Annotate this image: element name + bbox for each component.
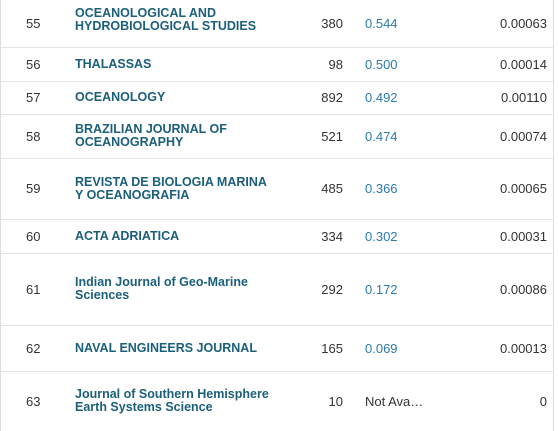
- score-cell: 0.366: [365, 181, 398, 196]
- title-cell: OCEANOLOGICAL AND HYDROBIOLOGICAL STUDIE…: [73, 0, 283, 47]
- journal-title-link[interactable]: THALASSAS: [75, 56, 152, 71]
- score-cell: 0.544: [365, 15, 398, 31]
- total-cites-cell: 165: [321, 340, 343, 356]
- title-cell: NAVAL ENGINEERS JOURNAL: [73, 325, 283, 371]
- rank-cell: 63: [26, 393, 41, 409]
- score-cell: 0.474: [365, 128, 398, 144]
- table-row: 62 NAVAL ENGINEERS JOURNAL 165 0.069 0.0…: [1, 325, 553, 371]
- title-cell: REVISTA DE BIOLOGIA MARINA Y OCEANOGRAFI…: [73, 158, 283, 219]
- title-cell: THALASSAS: [73, 47, 283, 81]
- total-cites-cell: 334: [321, 228, 343, 244]
- table-row: 63 Journal of Southern Hemisphere Earth …: [1, 371, 553, 431]
- journal-title-link[interactable]: REVISTA DE BIOLOGIA MARINA Y OCEANOGRAFI…: [75, 174, 267, 202]
- title-cell: OCEANOLOGY: [73, 81, 283, 114]
- rank-cell: 61: [26, 281, 41, 297]
- eigenfactor-cell: 0.00013: [500, 340, 547, 356]
- journal-title-link[interactable]: OCEANOLOGICAL AND HYDROBIOLOGICAL STUDIE…: [75, 5, 257, 33]
- total-cites-cell: 98: [328, 56, 343, 72]
- journal-title-link[interactable]: Indian Journal of Geo-Marine Sciences: [75, 275, 248, 302]
- table-row: 57 OCEANOLOGY 892 0.492 0.00110: [1, 81, 553, 114]
- table-row: 58 BRAZILIAN JOURNAL OF OCEANOGRAPHY 521…: [1, 114, 553, 158]
- total-cites-cell: 292: [321, 281, 343, 297]
- table-row: 55 OCEANOLOGICAL AND HYDROBIOLOGICAL STU…: [1, 0, 553, 47]
- journal-title-link[interactable]: OCEANOLOGY: [75, 90, 166, 104]
- rank-cell: 60: [26, 228, 41, 244]
- rank-cell: 58: [26, 128, 41, 144]
- eigenfactor-cell: 0.00063: [500, 15, 547, 31]
- journal-title-link[interactable]: BRAZILIAN JOURNAL OF OCEANOGRAPHY: [75, 122, 227, 149]
- total-cites-cell: 10: [328, 393, 343, 409]
- journal-title-link[interactable]: ACTA ADRIATICA: [75, 228, 180, 243]
- score-cell: 0.172: [365, 281, 398, 297]
- title-cell: ACTA ADRIATICA: [73, 219, 283, 253]
- eigenfactor-cell: 0: [539, 393, 547, 409]
- rank-cell: 57: [26, 90, 41, 105]
- total-cites-cell: 380: [321, 15, 343, 31]
- eigenfactor-cell: 0.00086: [500, 281, 547, 297]
- score-cell: Not Ava…: [365, 393, 424, 409]
- score-cell: 0.500: [365, 56, 398, 72]
- title-cell: Journal of Southern Hemisphere Earth Sys…: [73, 371, 283, 431]
- journal-title-link[interactable]: NAVAL ENGINEERS JOURNAL: [75, 340, 257, 355]
- score-cell: 0.302: [365, 228, 398, 244]
- score-cell: 0.492: [365, 90, 398, 105]
- table-row: 59 REVISTA DE BIOLOGIA MARINA Y OCEANOGR…: [1, 158, 553, 219]
- rank-cell: 56: [26, 56, 41, 72]
- journal-title-link[interactable]: Journal of Southern Hemisphere Earth Sys…: [75, 387, 269, 415]
- table-row: 60 ACTA ADRIATICA 334 0.302 0.00031: [1, 219, 553, 253]
- eigenfactor-cell: 0.00065: [500, 181, 547, 196]
- eigenfactor-cell: 0.00110: [500, 90, 547, 105]
- eigenfactor-cell: 0.00014: [500, 56, 547, 72]
- title-cell: Indian Journal of Geo-Marine Sciences: [73, 253, 283, 325]
- rank-cell: 59: [26, 181, 41, 196]
- total-cites-cell: 892: [321, 90, 343, 105]
- table-row: 56 THALASSAS 98 0.500 0.00014: [1, 47, 553, 81]
- title-cell: BRAZILIAN JOURNAL OF OCEANOGRAPHY: [73, 114, 283, 158]
- total-cites-cell: 521: [321, 128, 343, 144]
- table-row: 61 Indian Journal of Geo-Marine Sciences…: [1, 253, 553, 325]
- total-cites-cell: 485: [321, 181, 343, 196]
- rank-cell: 62: [26, 340, 41, 356]
- eigenfactor-cell: 0.00074: [500, 128, 547, 144]
- score-cell: 0.069: [365, 340, 398, 356]
- rank-cell: 55: [26, 15, 41, 31]
- eigenfactor-cell: 0.00031: [500, 228, 547, 244]
